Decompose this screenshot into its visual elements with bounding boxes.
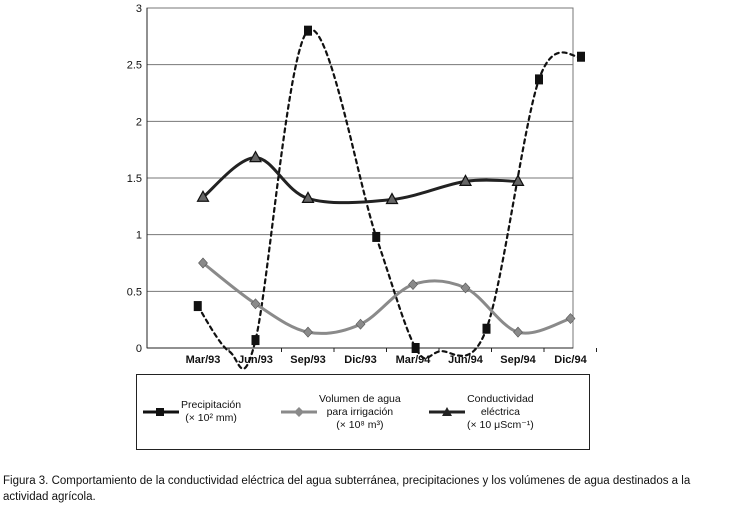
x-tick-label: Mar/94: [396, 354, 432, 366]
marker-volumen: [565, 313, 576, 324]
marker-precip: [372, 231, 381, 242]
marker-precip: [304, 25, 312, 36]
marker-precip: [193, 301, 202, 312]
marker-conductividad: [248, 150, 263, 163]
marker-volumen: [408, 279, 418, 290]
legend-label-volumen: Volumen de agua para irrigación (× 10⁸ m…: [319, 392, 401, 431]
legend-item-conductividad: Conductividad eléctrica (× 10 μScm⁻¹): [427, 375, 587, 449]
legend-line-triangle-icon: [429, 407, 465, 416]
y-axis-ticks: 0 0.5 1 1.5 2 2.5 3: [127, 3, 142, 355]
legend-item-precipitacion: Precipitación (× 10² mm): [141, 375, 281, 449]
legend-label-precipitacion: Precipitación (× 10² mm): [181, 399, 242, 424]
x-tick-label: Jun/94: [448, 354, 484, 366]
x-tick-label: Sep/94: [500, 354, 536, 366]
marker-precip: [535, 74, 543, 85]
y-tick-label: 1.5: [127, 173, 142, 185]
marker-conductividad: [458, 174, 473, 186]
y-tick-label: 0: [136, 343, 142, 355]
gridlines: [147, 7, 573, 292]
figure-caption: Figura 3. Comportamiento de la conductiv…: [3, 475, 691, 503]
marker-conductividad: [301, 191, 315, 203]
marker-conductividad: [196, 190, 210, 202]
legend-label-conductividad: Conductividad eléctrica (× 10 μScm⁻¹): [467, 392, 534, 431]
series-line-precip: [196, 28, 583, 370]
legend-item-volumen: Volumen de agua para irrigación (× 10⁸ m…: [279, 375, 429, 449]
marker-volumen: [460, 282, 471, 294]
marker-precip: [251, 335, 260, 346]
y-tick-label: 2: [136, 116, 142, 128]
y-tick-label: 2.5: [127, 60, 142, 72]
series-layer: [193, 25, 585, 370]
marker-volumen: [513, 326, 523, 338]
marker-conductividad: [511, 174, 525, 186]
marker-precip: [411, 343, 420, 353]
x-tick-label: Jun/93: [238, 354, 273, 366]
axes: [146, 7, 574, 349]
y-tick-label: 3: [136, 3, 142, 15]
legend: Precipitación (× 10² mm) Volumen de agua…: [136, 374, 590, 450]
x-tick-label: Mar/93: [186, 354, 221, 366]
marker-volumen: [198, 257, 208, 269]
marker-precip: [482, 323, 491, 334]
marker-precip: [577, 51, 585, 62]
x-tick-label: Dic/93: [344, 354, 376, 366]
x-tick-label: Sep/93: [290, 354, 325, 366]
marker-conductividad: [385, 192, 399, 205]
legend-line-square-icon: [143, 408, 179, 416]
legend-line-diamond-icon: [281, 407, 317, 417]
marker-volumen: [303, 326, 313, 338]
x-axis-ticks: Mar/93 Jun/93 Sep/93 Dic/93 Mar/94 Jun/94 Sep/…: [186, 348, 597, 366]
marker-volumen: [250, 298, 261, 310]
y-tick-label: 0.5: [127, 286, 142, 298]
line-chart: 00.511.522.53 Mar/93 Jun/93 Sep/93 Dic/93 Ma…: [127, 3, 597, 370]
marker-volumen: [355, 318, 366, 330]
series-line-conductividad: [201, 156, 520, 205]
x-tick-label: Dic/94: [554, 354, 587, 366]
y-tick-label: 1: [136, 230, 142, 242]
